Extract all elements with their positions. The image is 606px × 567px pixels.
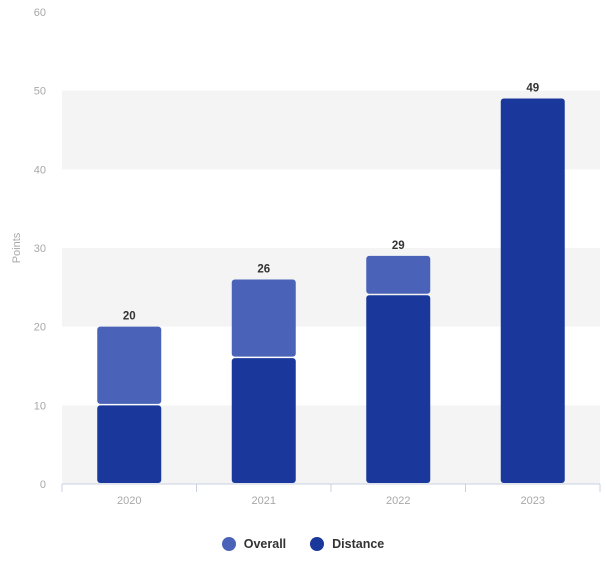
legend: Overall Distance bbox=[0, 537, 606, 551]
y-axis-label: Points bbox=[11, 232, 23, 263]
data-label-total: 20 bbox=[123, 311, 136, 323]
x-tick-label: 2022 bbox=[386, 495, 410, 507]
y-tick-label: 60 bbox=[34, 7, 46, 19]
y-tick-label: 50 bbox=[34, 86, 46, 98]
legend-label: Overall bbox=[243, 537, 287, 551]
y-tick-label: 10 bbox=[34, 400, 46, 412]
bar-overall bbox=[231, 279, 296, 357]
y-tick-label: 0 bbox=[40, 479, 46, 491]
bar-distance bbox=[500, 98, 565, 484]
x-tick-label: 2020 bbox=[117, 495, 141, 507]
bar-overall bbox=[97, 326, 162, 404]
bar-distance bbox=[231, 358, 296, 483]
bar-overall bbox=[366, 255, 431, 294]
bar-distance bbox=[97, 405, 162, 483]
legend-item-overall[interactable]: Overall bbox=[221, 537, 287, 551]
data-label-total: 49 bbox=[526, 83, 539, 95]
legend-label: Distance bbox=[332, 537, 385, 551]
y-tick-label: 20 bbox=[34, 322, 46, 334]
data-label-total: 26 bbox=[257, 263, 270, 275]
y-tick-label: 30 bbox=[34, 243, 46, 255]
x-tick-label: 2021 bbox=[252, 495, 276, 507]
legend-swatch bbox=[310, 537, 325, 551]
x-tick-label: 2023 bbox=[521, 495, 545, 507]
legend-swatch bbox=[221, 537, 236, 551]
y-tick-label: 40 bbox=[34, 164, 46, 176]
bar-distance bbox=[366, 295, 431, 483]
legend-item-distance[interactable]: Distance bbox=[310, 537, 384, 551]
data-label-total: 29 bbox=[392, 240, 405, 252]
stacked-bar-chart: 0102030405060Points202020262021292022492… bbox=[11, 7, 601, 507]
